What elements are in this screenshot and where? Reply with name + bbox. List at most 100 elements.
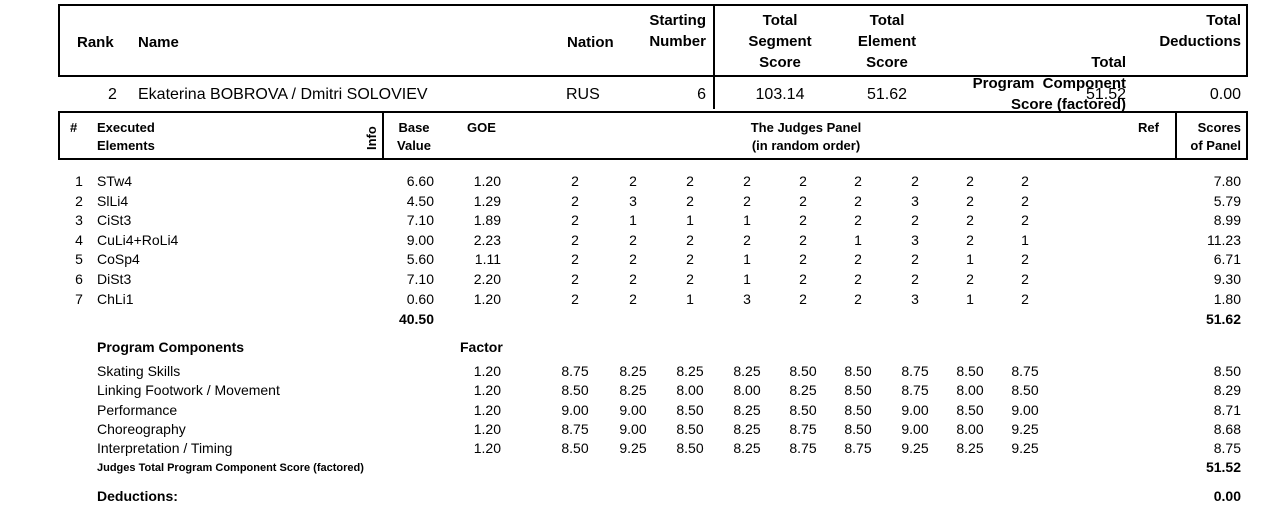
component-judge-score: 8.25 (676, 363, 704, 379)
judge-score: 2 (799, 212, 807, 229)
elements-header-number: # (70, 120, 78, 135)
element-panel-score: 7.80 (1213, 173, 1241, 189)
element-panel-score: 5.79 (1213, 192, 1241, 209)
component-judge-score: 8.75 (789, 440, 817, 457)
judge-score: 2 (571, 290, 579, 307)
judge-score: 1 (1021, 231, 1029, 248)
elements-header-box (58, 111, 1248, 160)
deductions-label: Deductions: (97, 488, 178, 504)
component-factor: 1.20 (473, 401, 501, 418)
element-panel-score: 1.80 (1213, 290, 1241, 307)
component-judge-score: 8.25 (789, 382, 817, 399)
element-name: CoSp4 (97, 251, 140, 268)
program-components-factor-header: Factor (460, 339, 503, 355)
judge-score: 1 (966, 251, 974, 268)
judge-score: 1 (743, 271, 751, 287)
judge-score: 2 (743, 173, 751, 189)
elements-header-scores-of-panel: Scores of Panel (1190, 120, 1241, 153)
component-judge-score: 9.00 (901, 420, 929, 437)
judge-score: 2 (799, 231, 807, 248)
component-judge-score: 8.50 (844, 401, 872, 418)
component-judge-score: 8.00 (733, 382, 761, 399)
component-judge-score: 8.25 (733, 420, 761, 437)
component-name: Performance (97, 401, 178, 418)
judge-score: 1 (743, 212, 751, 229)
component-judge-score: 8.50 (844, 420, 872, 437)
header-total-segment-score: Total Segment Score (748, 12, 812, 71)
component-judge-score: 8.50 (789, 363, 817, 379)
judge-score: 2 (799, 290, 807, 307)
component-judge-score: 8.75 (901, 363, 929, 379)
judge-score: 2 (911, 271, 919, 287)
judge-score: 2 (629, 173, 637, 189)
judge-score: 1 (966, 290, 974, 307)
component-panel-score: 8.71 (1213, 401, 1241, 418)
component-judge-score: 8.25 (733, 401, 761, 418)
judge-score: 3 (911, 290, 919, 307)
component-judge-score: 9.25 (1011, 420, 1039, 437)
component-judge-score: 8.75 (561, 363, 589, 379)
component-judge-score: 8.50 (844, 382, 872, 399)
component-judge-score: 8.00 (956, 420, 984, 437)
skater-nation: RUS (566, 86, 600, 103)
component-judge-score: 9.00 (901, 401, 929, 418)
element-base-value: 7.10 (406, 271, 434, 287)
pcs-total-value: 51.52 (1205, 459, 1241, 475)
element-goe: 1.89 (473, 212, 501, 229)
component-panel-score: 8.68 (1213, 420, 1241, 437)
judge-score: 2 (686, 231, 694, 248)
pcs-total-label: Judges Total Program Component Score (fa… (97, 462, 364, 474)
judge-score: 2 (1021, 271, 1029, 287)
component-name: Interpretation / Timing (97, 440, 233, 457)
judge-score: 2 (1021, 212, 1029, 229)
elements-header-executed: Executed Elements (97, 120, 155, 153)
judge-score: 2 (854, 212, 862, 229)
element-goe: 1.29 (473, 192, 501, 209)
component-panel-score: 8.29 (1213, 382, 1241, 399)
judge-score: 3 (629, 192, 637, 209)
judge-score: 2 (571, 231, 579, 248)
judge-score: 2 (686, 251, 694, 268)
component-judge-score: 8.75 (1011, 363, 1039, 379)
component-panel-score: 8.75 (1213, 440, 1241, 457)
elements-header-goe: GOE (467, 120, 496, 135)
component-panel-score: 8.50 (1213, 363, 1241, 379)
judge-score: 1 (743, 251, 751, 268)
component-judge-score: 8.50 (844, 363, 872, 379)
judge-score: 3 (743, 290, 751, 307)
component-judge-score: 8.75 (561, 420, 589, 437)
element-panel-score: 8.99 (1213, 212, 1241, 229)
judge-score: 2 (1021, 251, 1029, 268)
component-judge-score: 8.25 (733, 363, 761, 379)
skater-total-deductions: 0.00 (1209, 86, 1241, 103)
element-base-value: 7.10 (406, 212, 434, 229)
deductions-value: 0.00 (1213, 488, 1241, 504)
component-name: Choreography (97, 420, 186, 437)
info-column-divider (382, 111, 384, 160)
component-judge-score: 8.50 (676, 401, 704, 418)
judge-score: 2 (571, 271, 579, 287)
elements-base-total: 40.50 (398, 311, 434, 327)
judge-score: 2 (686, 192, 694, 209)
element-panel-score: 9.30 (1213, 271, 1241, 287)
element-goe: 1.20 (473, 173, 501, 189)
judge-score: 1 (686, 290, 694, 307)
element-base-value: 5.60 (406, 251, 434, 268)
judge-score: 2 (911, 173, 919, 189)
judge-score: 2 (854, 251, 862, 268)
component-judge-score: 8.50 (956, 401, 984, 418)
judge-score: 2 (854, 192, 862, 209)
component-judge-score: 8.50 (561, 440, 589, 457)
element-goe: 1.11 (474, 251, 501, 268)
component-judge-score: 8.75 (901, 382, 929, 399)
component-name: Skating Skills (97, 363, 181, 379)
judge-score: 2 (799, 192, 807, 209)
header-rank: Rank (77, 34, 114, 51)
component-judge-score: 8.50 (1011, 382, 1039, 399)
judge-score: 2 (629, 271, 637, 287)
element-number: 2 (75, 192, 83, 209)
judge-score: 2 (854, 290, 862, 307)
component-factor: 1.20 (473, 363, 501, 379)
judge-score: 2 (911, 251, 919, 268)
element-name: SlLi4 (97, 192, 129, 209)
